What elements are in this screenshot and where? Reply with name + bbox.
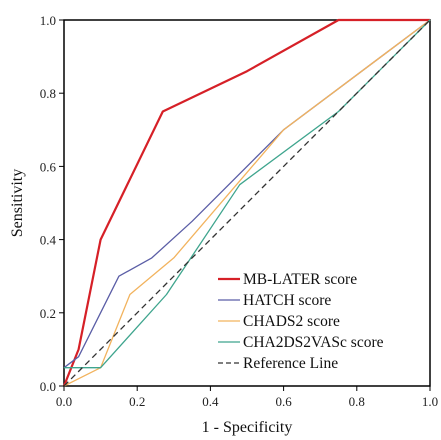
legend-label: HATCH score <box>243 292 331 309</box>
x-tick-label: 0.8 <box>349 394 365 409</box>
plot-area <box>62 18 431 387</box>
x-tick-label: 0.4 <box>202 394 219 409</box>
y-tick-label: 0.2 <box>40 306 56 321</box>
y-tick-label: 0.4 <box>40 233 57 248</box>
series-group <box>62 18 431 387</box>
x-tick-label: 0.6 <box>275 394 292 409</box>
plot-frame <box>63 19 431 387</box>
series-line-4 <box>63 19 431 387</box>
x-axis: 0.0 0.2 0.4 0.6 0.8 1.0 <box>56 386 438 409</box>
y-tick-label: 0.6 <box>40 159 57 174</box>
y-tick-label: 0.0 <box>40 379 56 394</box>
legend-label: CHADS2 score <box>243 313 340 330</box>
x-axis-title: 1 - Specificity <box>202 419 293 436</box>
y-tick-label: 0.8 <box>40 86 56 101</box>
legend: MB-LATER score HATCH score CHADS2 score CHA… <box>218 271 384 372</box>
series-line-3 <box>64 19 431 369</box>
y-axis-title: Sensitivity <box>9 169 26 237</box>
series-line-2 <box>63 19 431 387</box>
legend-label: MB-LATER score <box>243 271 357 288</box>
legend-label: CHA2DS2VASc score <box>243 334 384 351</box>
y-axis: 0.0 0.2 0.4 0.6 0.8 1.0 <box>40 13 64 394</box>
x-tick-label: 0.0 <box>56 394 72 409</box>
legend-label: Reference Line <box>243 355 338 372</box>
x-tick-label: 0.2 <box>129 394 145 409</box>
series-line-0 <box>62 18 430 387</box>
x-tick-label: 1.0 <box>422 394 438 409</box>
y-tick-label: 1.0 <box>40 13 56 28</box>
